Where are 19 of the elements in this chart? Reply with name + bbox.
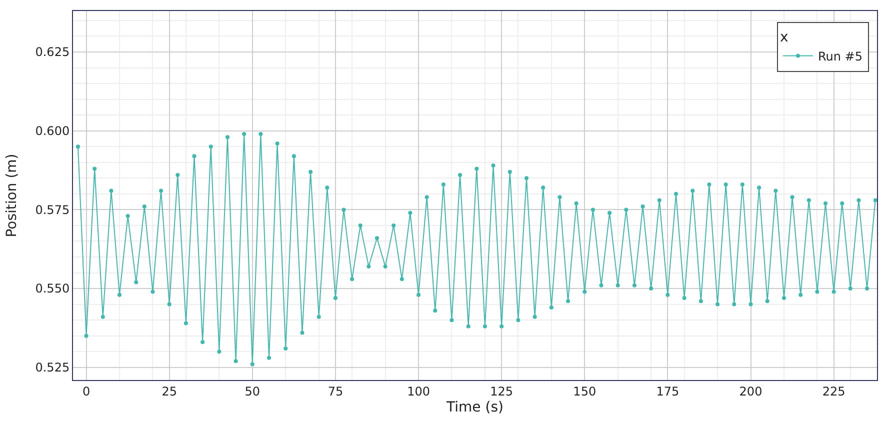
x-tick-label: 175 <box>656 384 680 398</box>
y-tick-label: 0.550 <box>35 282 70 296</box>
legend-label: Run #5 <box>818 49 862 64</box>
y-tick-label: 0.575 <box>35 202 70 217</box>
x-tick-label: 225 <box>822 384 846 398</box>
x-tick-label: 200 <box>739 384 762 398</box>
x-tick-label: 25 <box>162 384 177 398</box>
legend-title: x <box>780 29 788 46</box>
x-tick-label: 75 <box>328 384 344 398</box>
x-tick-label: 100 <box>407 384 430 398</box>
x-axis-title: Time (s) <box>446 400 504 416</box>
x-tick-label: 0 <box>82 384 90 398</box>
y-tick-label: 0.525 <box>35 360 70 375</box>
x-tick-label: 150 <box>573 384 596 398</box>
y-tick-label: 0.600 <box>35 124 70 138</box>
y-axis-title: Position (m) <box>4 154 20 238</box>
x-tick-label: 125 <box>490 384 514 398</box>
y-tick-label: 0.625 <box>35 45 70 60</box>
x-tick-label: 50 <box>244 384 260 398</box>
